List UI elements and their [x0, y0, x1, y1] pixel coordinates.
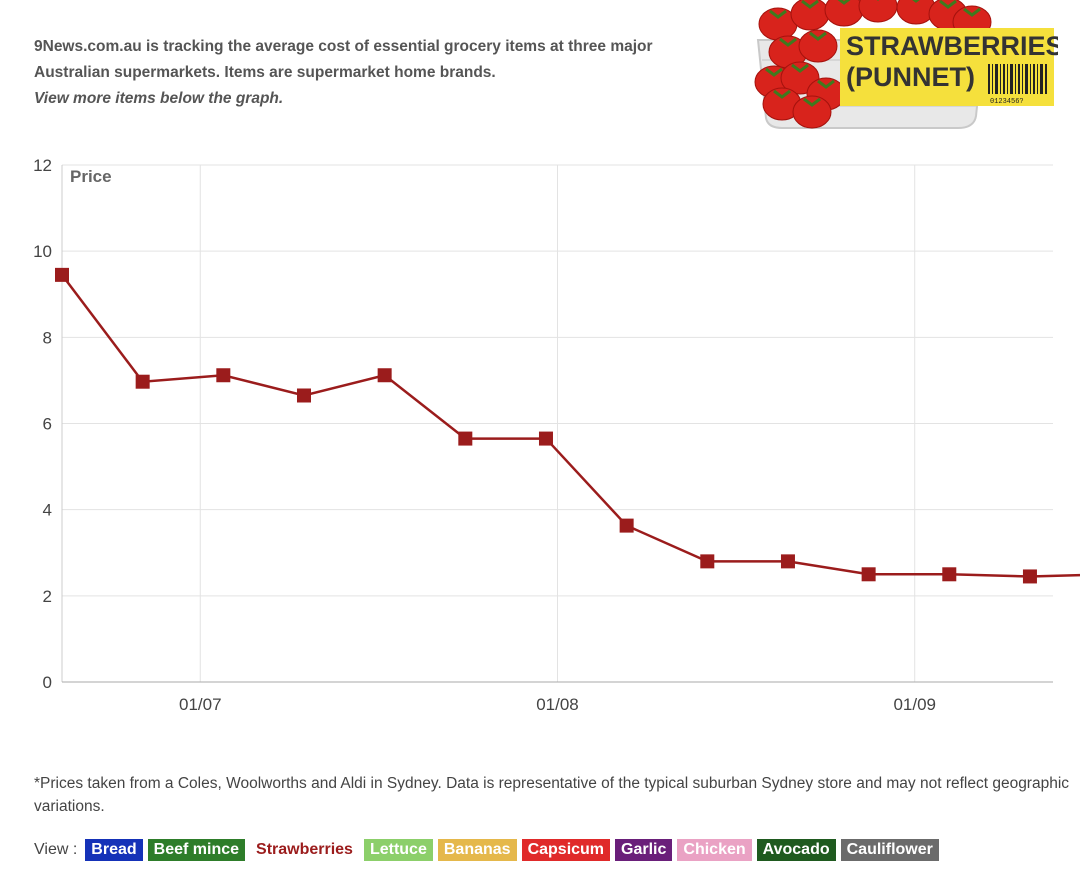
data-point[interactable] [296, 388, 311, 403]
label-line-2: (PUNNET) [846, 62, 975, 92]
view-label: View : [34, 841, 78, 858]
data-point[interactable] [458, 431, 473, 446]
y-tick-label: 8 [43, 328, 52, 347]
strawberries-punnet-image: STRAWBERRIES (PUNNET) 0123456? [748, 0, 1064, 130]
y-tick-label: 4 [43, 501, 52, 520]
view-button-strawberries[interactable]: Strawberries [256, 841, 353, 858]
x-tick-label: 01/09 [893, 695, 936, 714]
barcode-icon [988, 64, 1047, 94]
strawberries-icon: STRAWBERRIES (PUNNET) 0123456? [754, 0, 1064, 129]
view-button-garlic[interactable]: Garlic [615, 839, 673, 861]
data-point[interactable] [135, 374, 150, 389]
view-button-capsicum[interactable]: Capsicum [521, 839, 611, 861]
footnote: *Prices taken from a Coles, Woolworths a… [34, 775, 1070, 815]
item-selector: View : Bread Beef mince Strawberries Lettuc… [34, 838, 944, 862]
intro-text: 9News.com.au is tracking the average cos… [34, 34, 734, 112]
data-point[interactable] [55, 267, 69, 282]
view-button-cauliflower[interactable]: Cauliflower [840, 839, 939, 861]
strawberry [858, 0, 898, 23]
barcode-digits: 0123456? [990, 98, 1024, 106]
strawberry [790, 0, 830, 31]
x-tick-label: 01/07 [179, 695, 222, 714]
y-tick-label: 10 [33, 242, 52, 261]
strawberry [824, 0, 864, 27]
view-button-bread[interactable]: Bread [85, 839, 143, 861]
view-button-lettuce[interactable]: Lettuce [363, 839, 433, 861]
y-tick-label: 0 [43, 673, 52, 692]
price-chart: 0 2 4 6 8 10 12 01/07 01/08 01/09 Price [0, 145, 1080, 730]
y-axis-label: Price [70, 167, 112, 186]
strawberry [792, 95, 832, 129]
data-point[interactable] [780, 554, 795, 569]
view-more-note: View more items below the graph. [34, 90, 284, 107]
data-point[interactable] [377, 368, 392, 383]
data-point[interactable] [861, 567, 876, 582]
strawberry [762, 87, 802, 121]
y-tick-label: 2 [43, 587, 52, 606]
y-tick-label: 12 [33, 156, 52, 175]
data-point[interactable] [216, 368, 231, 383]
series-line [61, 274, 1080, 578]
intro-line-1: 9News.com.au is tracking the average cos… [34, 38, 653, 55]
view-button-chicken[interactable]: Chicken [677, 839, 752, 861]
data-point[interactable] [942, 567, 957, 582]
data-point[interactable] [700, 554, 715, 569]
x-tick-label: 01/08 [536, 695, 579, 714]
price-chart-svg: 0 2 4 6 8 10 12 01/07 01/08 01/09 Price [33, 156, 1080, 714]
view-button-avocado[interactable]: Avocado [756, 839, 836, 861]
view-button-beef-mince[interactable]: Beef mince [147, 839, 246, 861]
label-line-1: STRAWBERRIES [846, 31, 1058, 61]
strawberry [798, 29, 838, 63]
view-button-bananas[interactable]: Bananas [437, 839, 517, 861]
y-tick-label: 6 [43, 415, 52, 434]
view-items: Bread Beef mince Strawberries Lettuce Banana… [85, 839, 944, 861]
intro-line-2: Australian supermarkets. Items are super… [34, 64, 496, 81]
data-point[interactable] [538, 431, 553, 446]
data-point[interactable] [1022, 569, 1037, 584]
data-point[interactable] [619, 518, 634, 533]
